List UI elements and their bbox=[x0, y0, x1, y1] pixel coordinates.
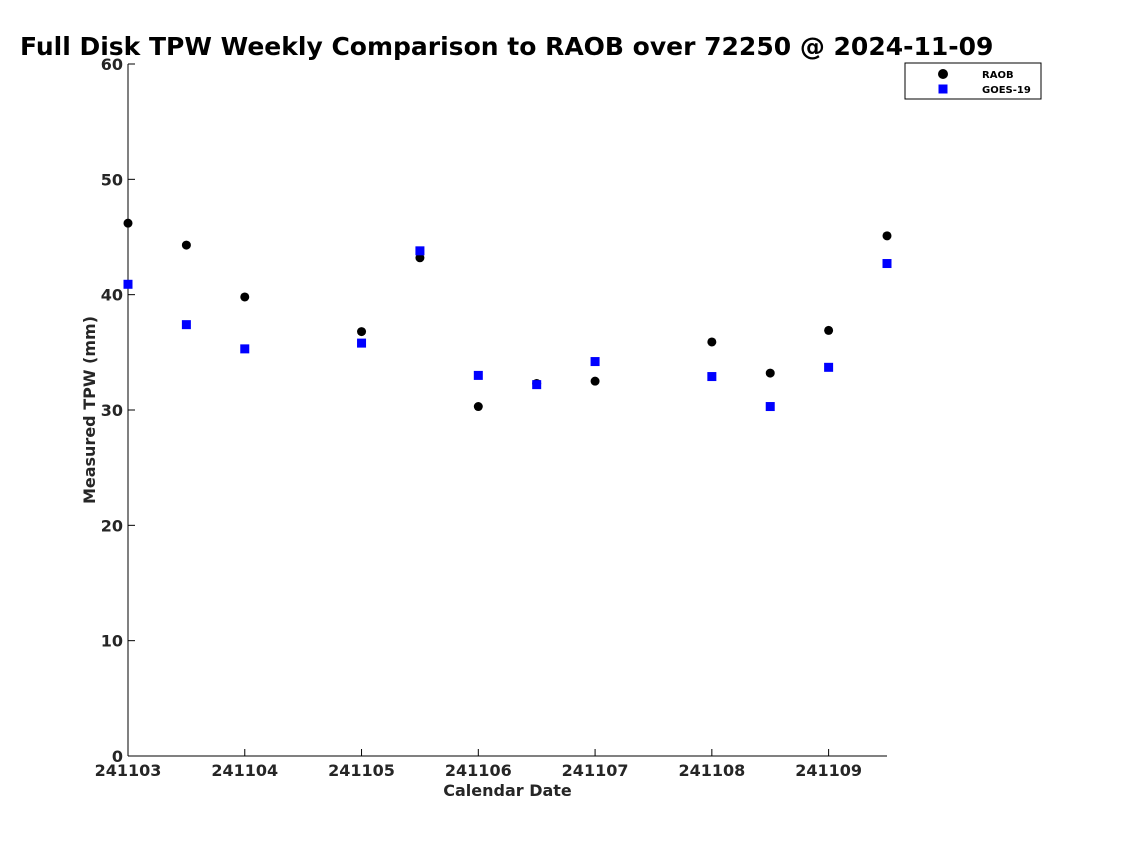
data-point-raob bbox=[707, 337, 717, 347]
x-tick-label: 241108 bbox=[678, 761, 745, 780]
y-tick-label: 60 bbox=[101, 55, 123, 74]
x-tick-label: 241107 bbox=[562, 761, 629, 780]
y-tick-label: 50 bbox=[101, 170, 123, 189]
legend-label-raob: RAOB bbox=[982, 70, 1014, 81]
data-point-goes-19 bbox=[765, 402, 775, 412]
x-tick-label: 241106 bbox=[445, 761, 512, 780]
y-tick-label: 30 bbox=[101, 401, 123, 420]
data-point-raob bbox=[240, 292, 250, 302]
data-point-goes-19 bbox=[415, 246, 425, 256]
data-point-goes-19 bbox=[532, 380, 542, 390]
data-point-goes-19 bbox=[590, 357, 600, 367]
x-axis-label: Calendar Date bbox=[443, 781, 572, 800]
y-tick-label: 20 bbox=[101, 516, 123, 535]
data-point-raob bbox=[473, 402, 483, 412]
data-point-goes-19 bbox=[357, 338, 367, 348]
x-tick-label: 241103 bbox=[95, 761, 162, 780]
x-axis-ticks: 241103 241104 241105 241106 241107 241108 2411… bbox=[95, 749, 862, 780]
x-tick-label: 241109 bbox=[795, 761, 862, 780]
data-point-goes-19 bbox=[882, 259, 892, 269]
series-goes-19 bbox=[123, 246, 892, 412]
y-tick-label: 40 bbox=[101, 286, 123, 305]
data-point-raob bbox=[357, 327, 367, 337]
y-tick-label: 0 bbox=[112, 747, 123, 766]
data-point-raob bbox=[181, 240, 191, 250]
data-point-goes-19 bbox=[824, 362, 834, 372]
series-raob bbox=[123, 218, 892, 412]
data-point-goes-19 bbox=[707, 372, 717, 382]
y-axis-label: Measured TPW (mm) bbox=[80, 316, 99, 504]
data-point-raob bbox=[765, 368, 775, 378]
x-tick-label: 241104 bbox=[211, 761, 278, 780]
data-point-raob bbox=[824, 325, 834, 335]
data-point-raob bbox=[415, 253, 425, 263]
data-point-goes-19 bbox=[181, 320, 191, 330]
data-point-goes-19 bbox=[473, 370, 483, 380]
legend: RAOB GOES-19 bbox=[904, 62, 1042, 100]
data-point-raob bbox=[882, 231, 892, 241]
legend-marker-raob bbox=[938, 69, 948, 79]
y-axis-ticks: 0 10 20 30 40 50 60 bbox=[101, 55, 135, 766]
data-point-raob bbox=[590, 376, 600, 386]
legend-label-goes-19: GOES-19 bbox=[982, 85, 1031, 96]
data-point-goes-19 bbox=[240, 344, 250, 354]
legend-box bbox=[904, 62, 1042, 100]
x-tick-label: 241105 bbox=[328, 761, 395, 780]
y-tick-label: 10 bbox=[101, 632, 123, 651]
data-point-raob bbox=[123, 218, 133, 228]
data-point-goes-19 bbox=[123, 279, 133, 289]
legend-marker-goes-19 bbox=[938, 84, 948, 94]
chart-title: Full Disk TPW Weekly Comparison to RAOB … bbox=[20, 32, 993, 61]
series-layer bbox=[123, 218, 892, 412]
